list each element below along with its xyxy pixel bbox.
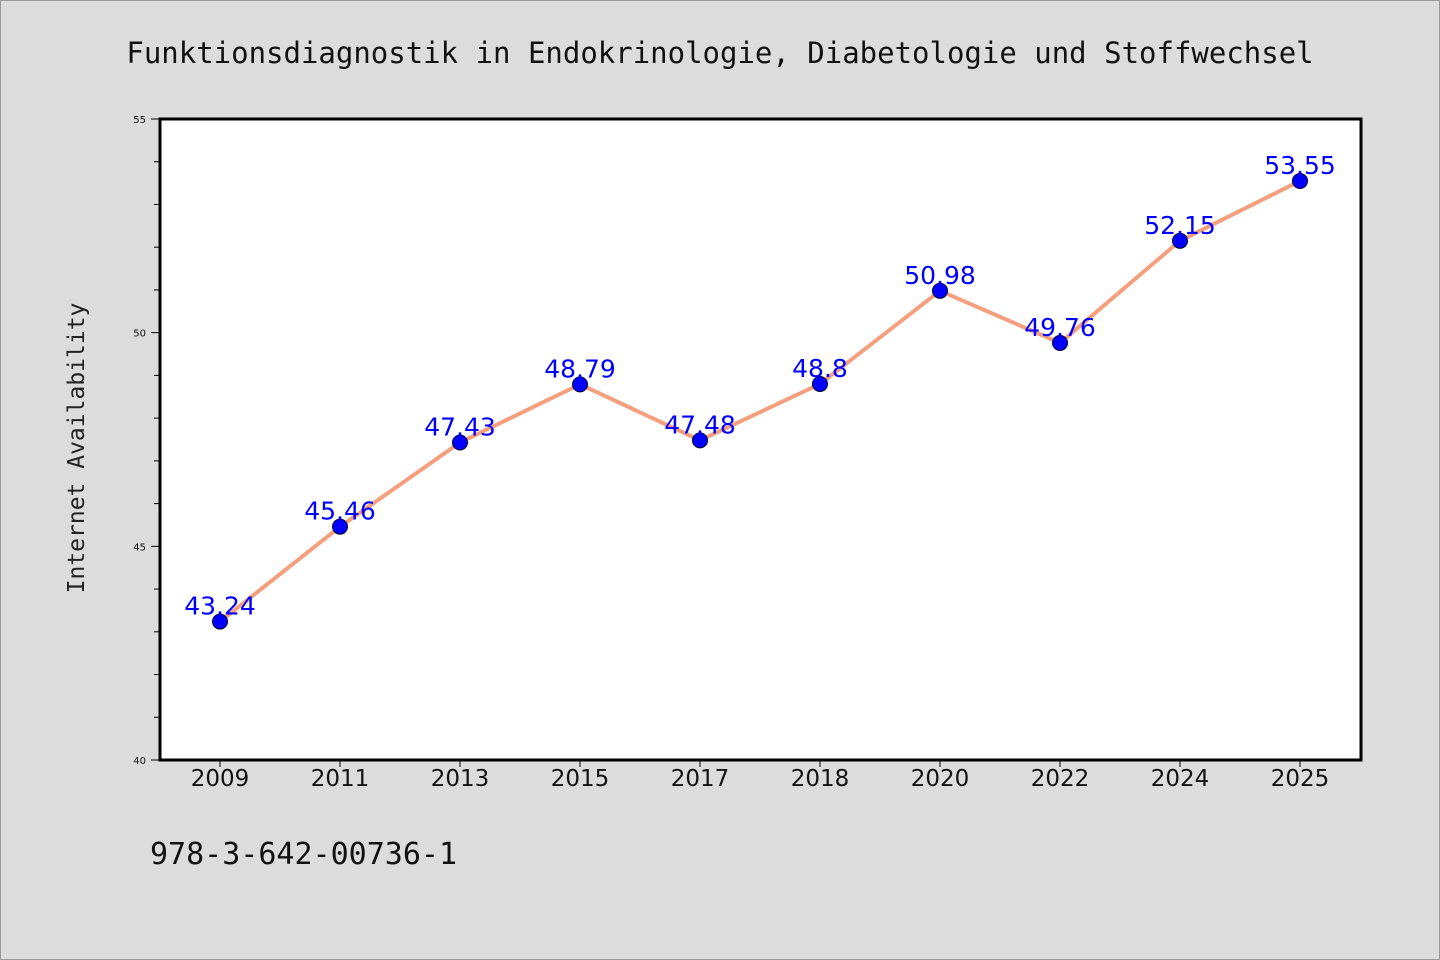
data-point-2025 (1292, 172, 1308, 189)
x-tick-label: 2013 (431, 766, 490, 792)
y-tick-label: 50 (133, 329, 146, 340)
footer-isbn: 978-3-642-00736-1 (150, 837, 457, 872)
x-tick-label: 2017 (671, 766, 730, 792)
data-label-2024: 52.15 (1144, 211, 1216, 240)
series-line (218, 178, 1302, 624)
x-tick-label: 2025 (1271, 766, 1330, 792)
data-point-2024 (1172, 232, 1188, 249)
plot-area (158, 117, 1363, 762)
data-label-2020: 50.98 (904, 261, 976, 290)
x-tick-label: 2020 (911, 766, 970, 792)
x-tick-label: 2015 (551, 766, 610, 792)
x-tick-label: 2011 (311, 766, 370, 792)
data-point-2011 (332, 518, 348, 535)
data-label-2017: 47.48 (664, 410, 736, 439)
x-tick-label: 2009 (191, 766, 250, 792)
x-tick-label: 2024 (1151, 766, 1210, 792)
y-tick-label: 55 (133, 115, 146, 126)
x-tick-label: 2022 (1031, 766, 1090, 792)
data-label-2015: 48.79 (544, 354, 616, 383)
x-axis: 2009 2011 2013 2015 2017 2018 2020 2022 2024 2025 (191, 760, 1330, 792)
data-point-2013 (452, 434, 468, 451)
data-label-2018: 48.8 (792, 354, 848, 383)
data-label-2025: 53.55 (1264, 151, 1336, 180)
data-point-2018 (812, 375, 828, 392)
data-label-2022: 49.76 (1024, 313, 1096, 342)
y-axis-label: Internet Availability (64, 303, 90, 594)
data-point-2017 (692, 432, 708, 449)
y-axis: 40 45 50 55 (133, 115, 160, 767)
chart-title: Funktionsdiagnostik in Endokrinologie, D… (126, 36, 1313, 70)
series-line-group (212, 172, 1308, 630)
data-point-2020 (932, 282, 948, 299)
x-tick-label: 2018 (791, 766, 850, 792)
data-label-2009: 43.24 (184, 592, 256, 621)
data-point-2022 (1052, 334, 1068, 351)
data-label-2011: 45.46 (304, 497, 376, 526)
data-label-2013: 47.43 (424, 412, 496, 441)
y-tick-label: 40 (133, 756, 146, 767)
data-point-2015 (572, 376, 588, 393)
data-labels: 43.24 45.46 47.43 48.79 47.48 48.8 50.98 49.76 5… (184, 151, 1336, 621)
data-point-2009 (212, 613, 228, 630)
y-tick-label: 45 (133, 542, 146, 553)
